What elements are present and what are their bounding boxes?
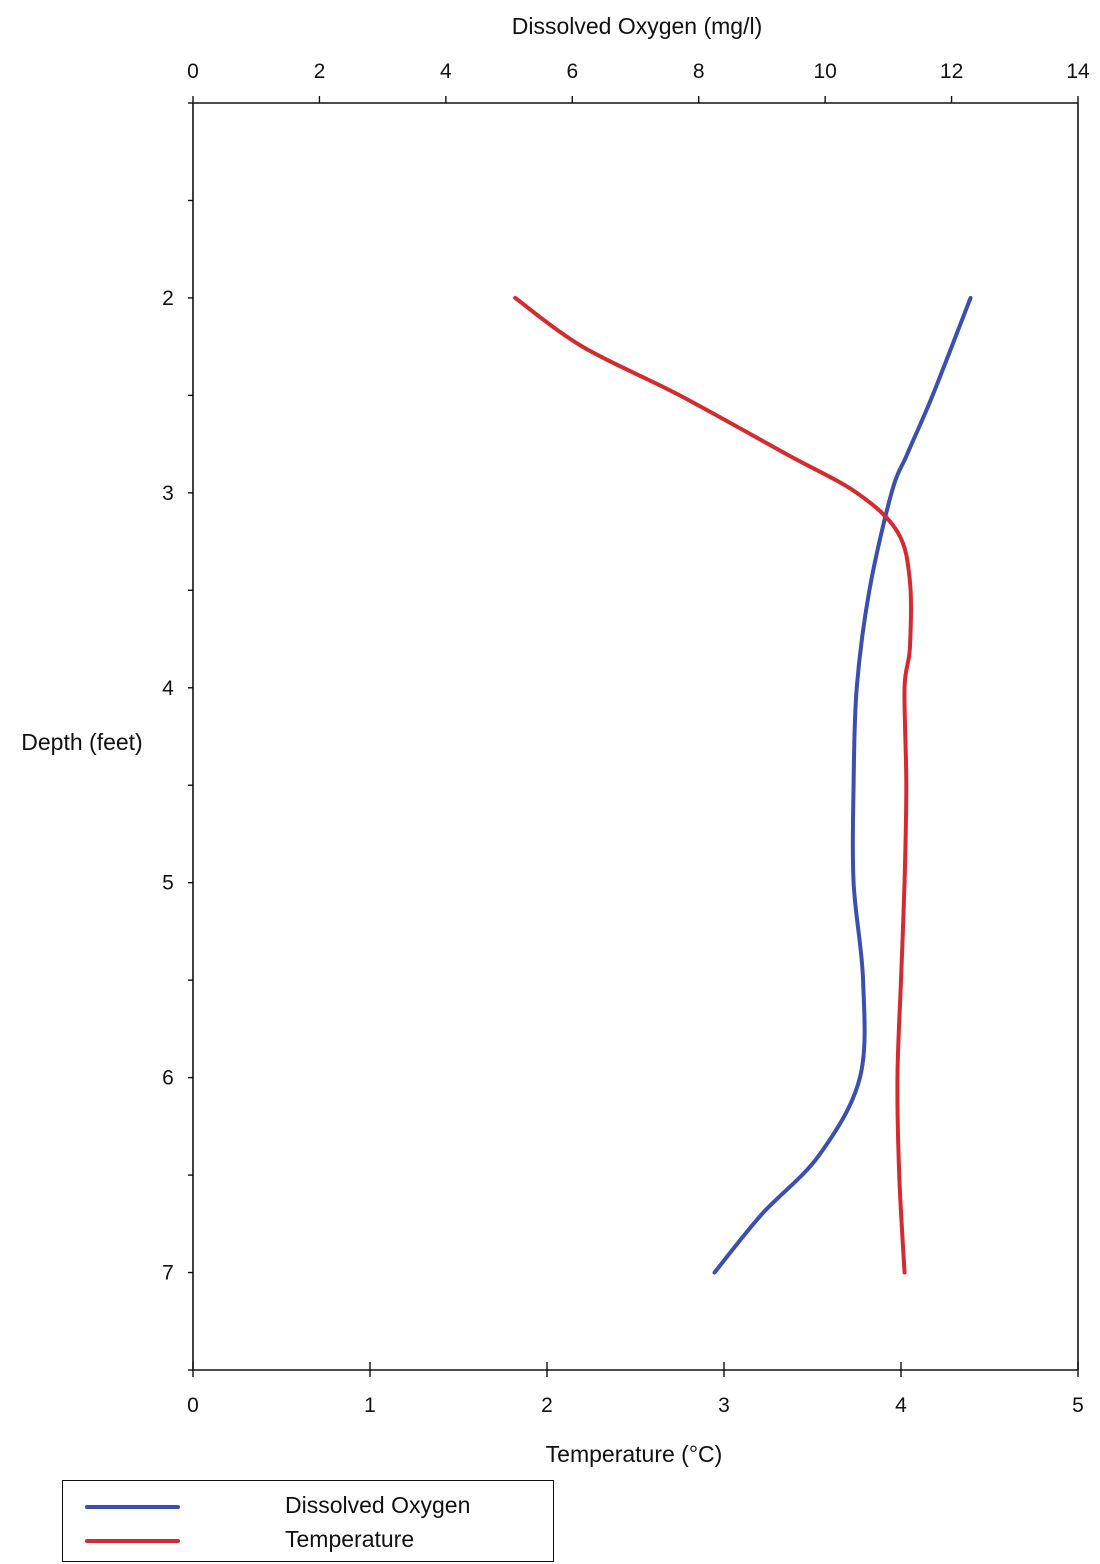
oxygen-tick-label: 0 xyxy=(187,60,199,83)
temperature-tick-label: 1 xyxy=(364,1394,376,1417)
temperature-axis-title: Temperature (°C) xyxy=(546,1441,723,1467)
depth-tick-label: 4 xyxy=(162,677,174,700)
series-line-dissolved-oxygen xyxy=(712,295,973,1275)
depth-axis-title: Depth (feet) xyxy=(21,729,142,755)
legend-label-dissolved-oxygen: Dissolved Oxygen xyxy=(285,1492,471,1518)
legend-swatch-dissolved-oxygen xyxy=(85,1505,180,1509)
depth-tick-label: 5 xyxy=(162,872,174,895)
oxygen-tick-label: 2 xyxy=(314,60,326,83)
depth-tick-label: 2 xyxy=(162,287,174,310)
temperature-tick-label: 2 xyxy=(541,1394,553,1417)
temperature-tick-label: 5 xyxy=(1072,1394,1084,1417)
temperature-ticks: 0 1 2 3 4 5 xyxy=(187,1362,1084,1417)
oxygen-tick-label: 10 xyxy=(813,60,836,83)
oxygen-tick-label: 12 xyxy=(940,60,963,83)
legend: Dissolved Oxygen Temperature xyxy=(62,1480,554,1562)
series-line-temperature xyxy=(513,295,913,1275)
depth-tick-label: 3 xyxy=(162,482,174,505)
oxygen-tick-label: 6 xyxy=(566,60,578,83)
depth-ticks: 2 3 4 5 6 7 xyxy=(162,102,193,1371)
temperature-tick-label: 3 xyxy=(718,1394,730,1417)
legend-label-temperature: Temperature xyxy=(285,1526,415,1552)
depth-tick-label: 6 xyxy=(162,1067,174,1090)
temperature-tick-label: 4 xyxy=(895,1394,907,1417)
legend-item-dissolved-oxygen: Dissolved Oxygen xyxy=(63,1489,553,1525)
legend-item-temperature: Temperature xyxy=(63,1523,553,1559)
legend-swatch-temperature xyxy=(85,1539,180,1543)
depth-tick-label: 7 xyxy=(162,1262,174,1285)
oxygen-tick-label: 8 xyxy=(693,60,705,83)
oxygen-ticks: 0 2 4 6 8 10 12 14 xyxy=(187,60,1090,103)
oxygen-axis-title: Dissolved Oxygen (mg/l) xyxy=(512,13,763,39)
temperature-tick-label: 0 xyxy=(187,1394,199,1417)
oxygen-tick-label: 14 xyxy=(1066,60,1090,83)
oxygen-tick-label: 4 xyxy=(440,60,452,83)
series-group xyxy=(513,295,973,1275)
